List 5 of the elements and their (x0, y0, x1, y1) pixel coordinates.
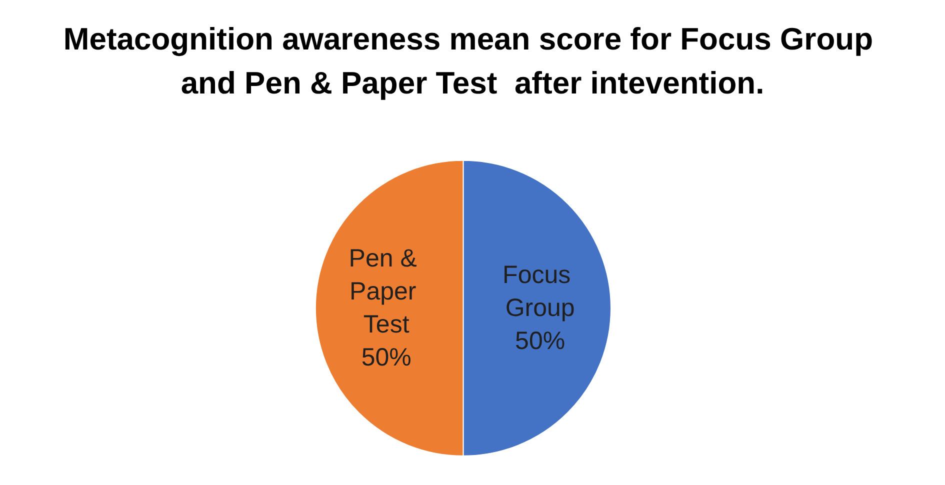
data-label: 50% (361, 344, 412, 372)
slice-label: Pen & Paper Test (348, 244, 424, 339)
data-label: 50% (515, 327, 566, 356)
chart-title: Metacognition awareness mean score for Focus Group and Pen & Paper Test after intevention. (63, 22, 882, 100)
slice-label: Focus Group (502, 261, 578, 322)
